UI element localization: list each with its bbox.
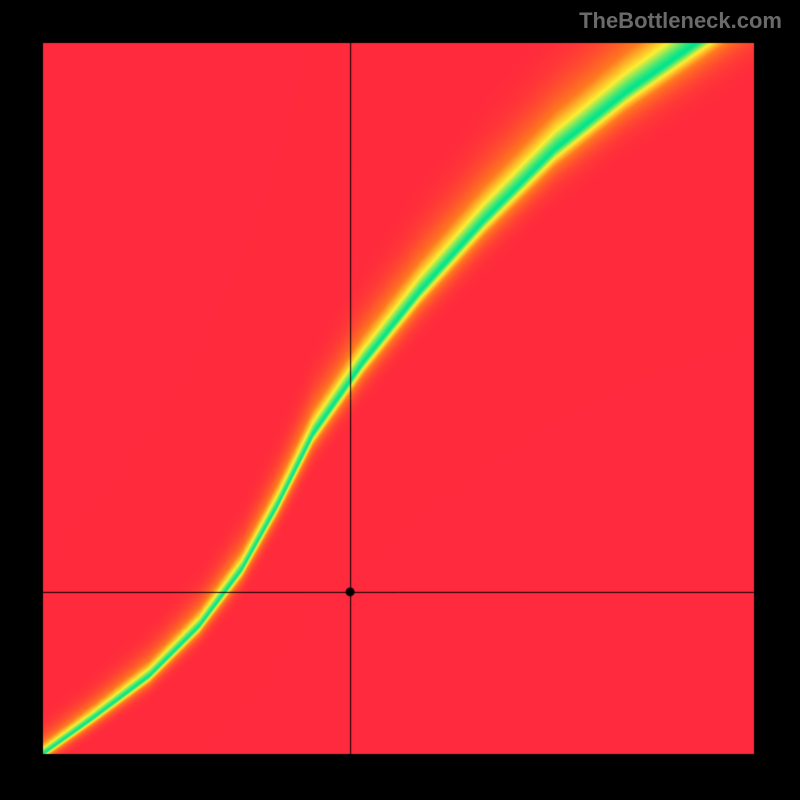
chart-container: TheBottleneck.com: [0, 0, 800, 800]
watermark-text: TheBottleneck.com: [579, 8, 782, 34]
bottleneck-heatmap: [0, 0, 800, 800]
